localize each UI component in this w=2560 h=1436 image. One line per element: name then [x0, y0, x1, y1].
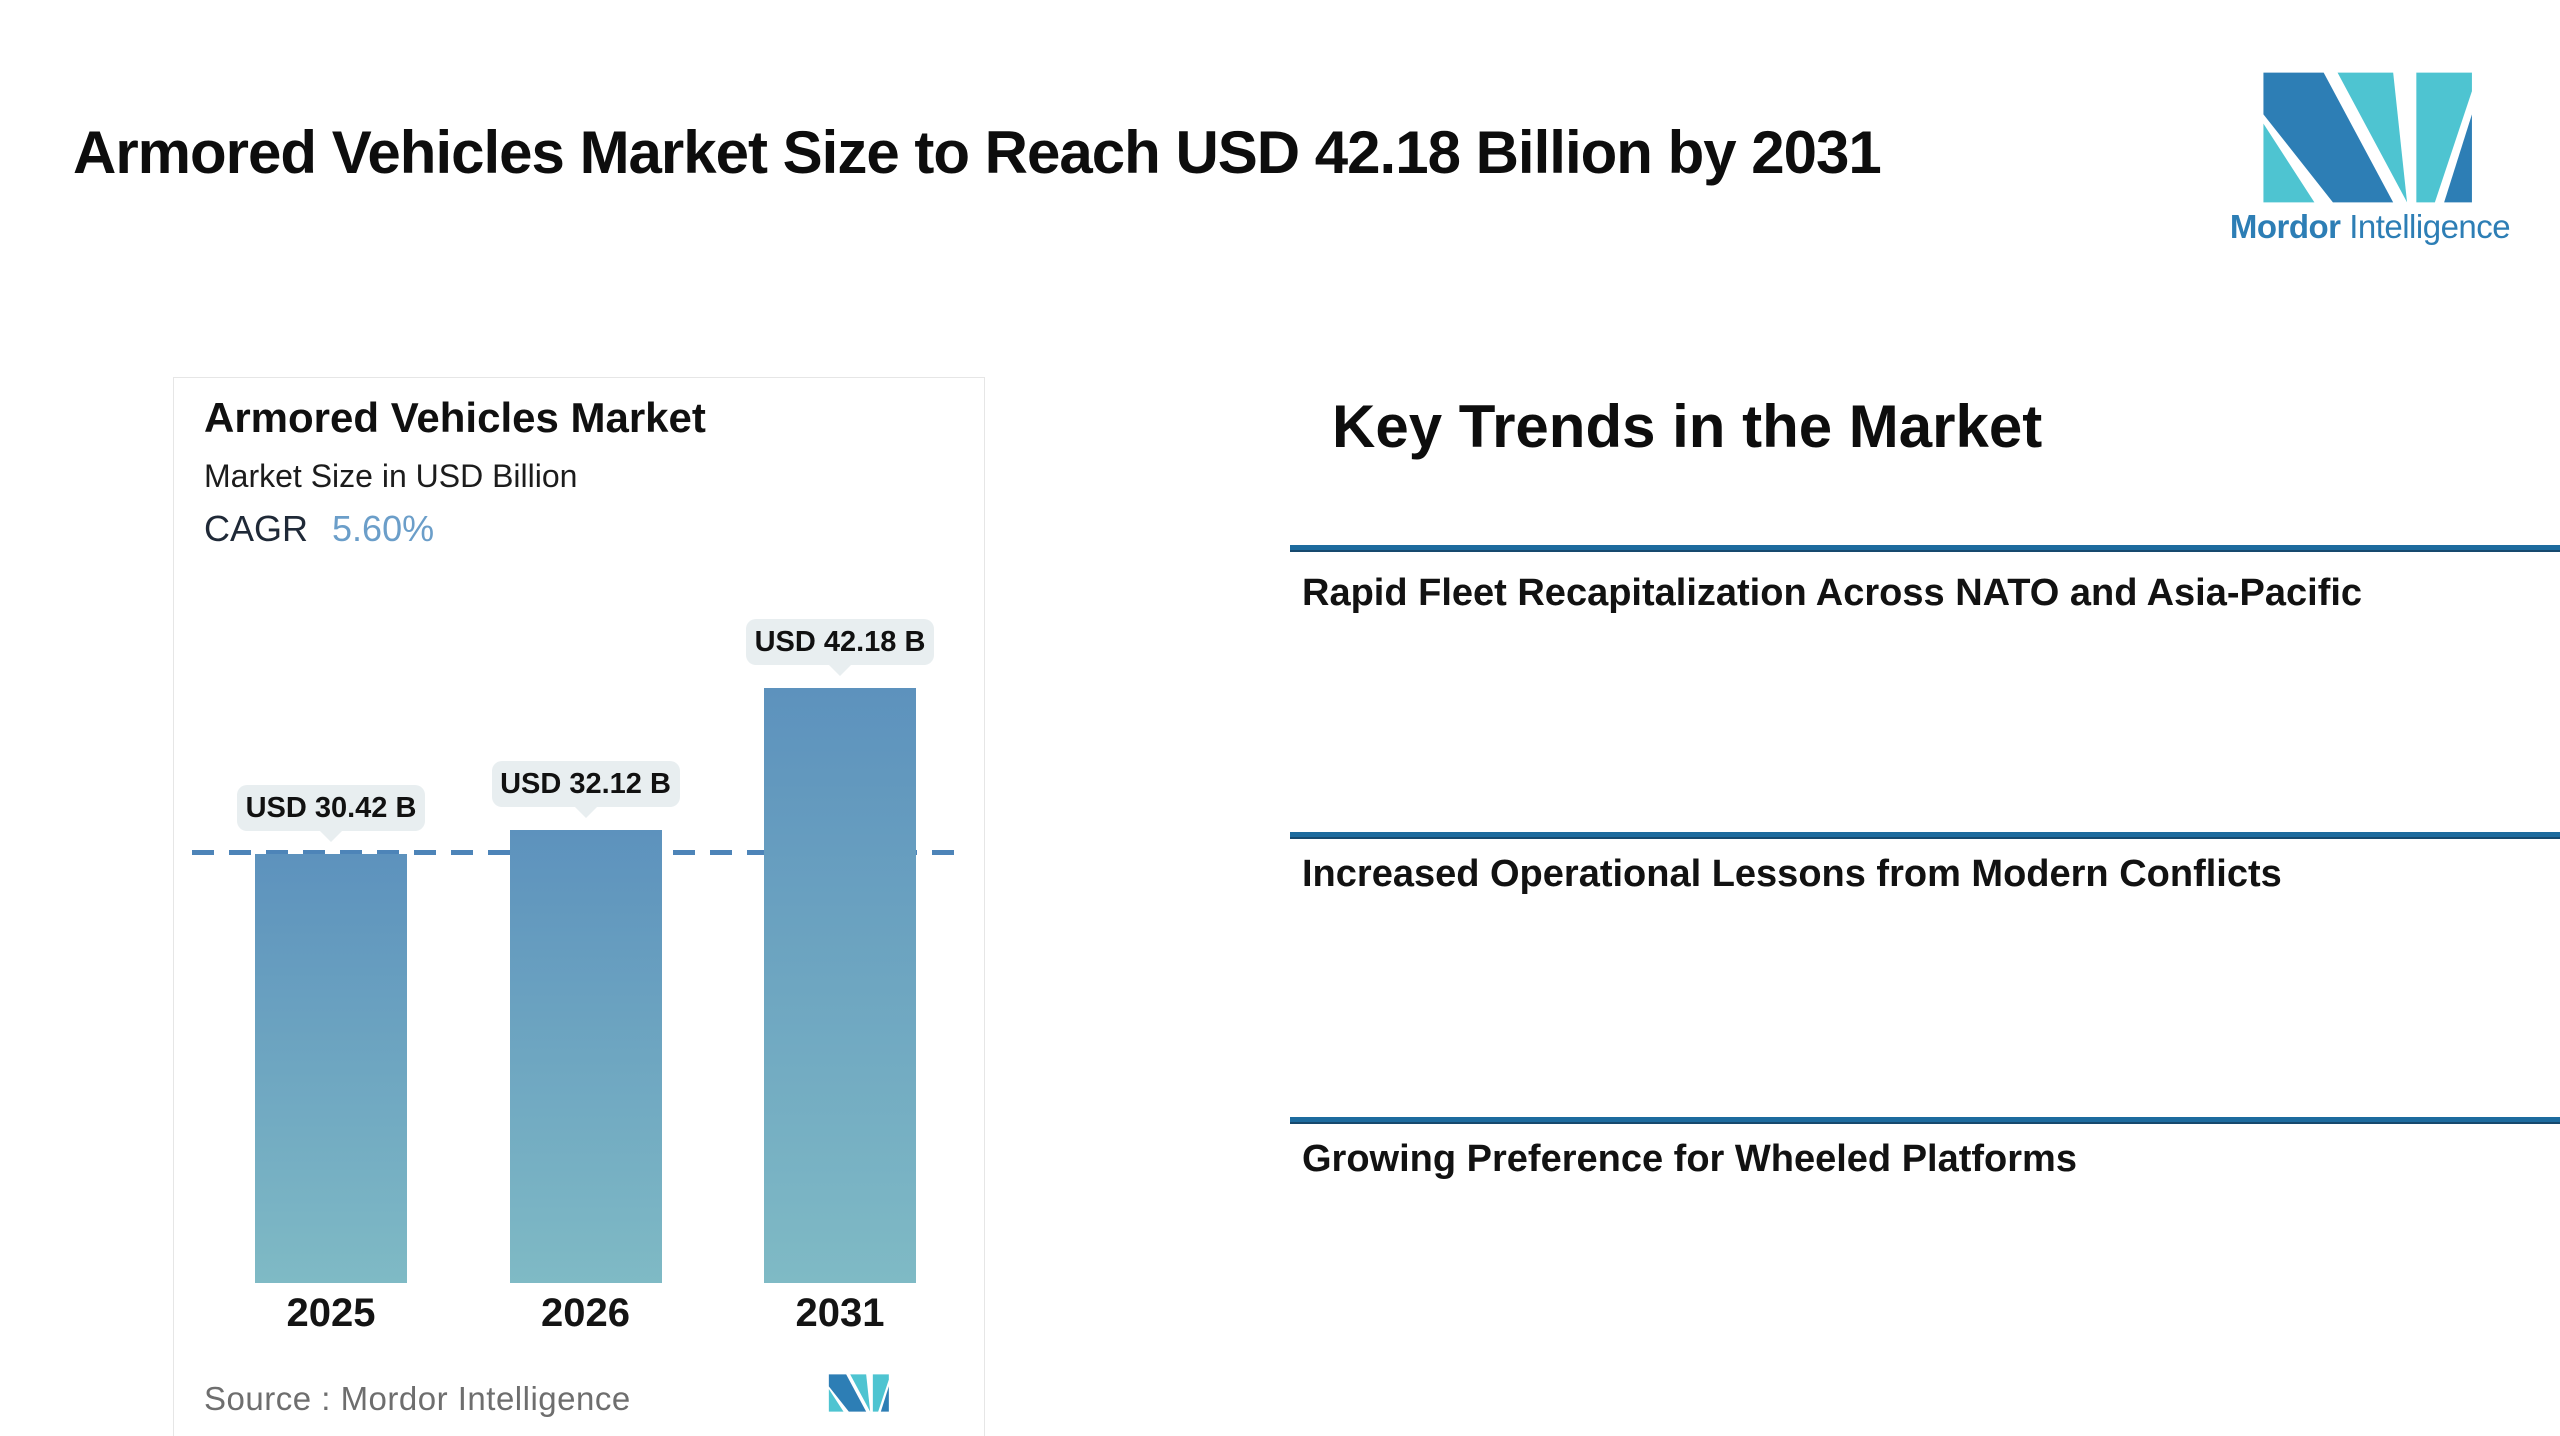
market-size-chart-card: Armored Vehicles Market Market Size in U…: [173, 377, 985, 1436]
trend-item: Increased Operational Lessons from Moder…: [1302, 853, 2282, 895]
bar-value-label: USD 30.42 B: [237, 785, 425, 831]
cagr-row: CAGR 5.60%: [204, 508, 434, 550]
bar-value-label: USD 32.12 B: [491, 761, 680, 807]
trend-item: Growing Preference for Wheeled Platforms: [1302, 1138, 2077, 1180]
source-text: Source : Mordor Intelligence: [204, 1380, 631, 1417]
trend-divider: [1290, 832, 2560, 839]
x-axis-tick-label: 2025: [286, 1291, 376, 1335]
chart-title: Armored Vehicles Market: [204, 394, 706, 441]
bar-plot: USD 30.42 B 2025 USD 32.12 B 2026 USD 42.18 …: [174, 378, 986, 1436]
chart-bar: [255, 854, 407, 1283]
brand-name-bold: Mordor: [2229, 208, 2341, 245]
brand-logo-card: Mordor Intelligence: [2200, 46, 2540, 318]
mordor-intelligence-logo-icon: [2263, 72, 2472, 203]
trend-divider: [1290, 545, 2560, 552]
x-axis-tick-label: 2026: [541, 1291, 630, 1335]
page-title: Armored Vehicles Market Size to Reach US…: [73, 119, 1882, 186]
cagr-label: CAGR: [204, 508, 309, 549]
brand-name-light: Intelligence: [2349, 208, 2511, 245]
bar-value-label: USD 42.18 B: [746, 619, 934, 665]
chart-bar: [764, 688, 916, 1283]
footer-mordor-logo-icon: [828, 1374, 889, 1412]
chart-subtitle: Market Size in USD Billion: [204, 458, 578, 494]
x-axis-tick-label: 2031: [795, 1291, 885, 1335]
trend-item: Rapid Fleet Recapitalization Across NATO…: [1302, 572, 2363, 614]
chart-bar: [509, 830, 662, 1283]
trend-divider: [1290, 1117, 2560, 1124]
cagr-value: 5.60%: [332, 508, 435, 549]
brand-name: Mordor Intelligence: [2200, 208, 2540, 246]
key-trends-heading: Key Trends in the Market: [1332, 393, 2043, 460]
